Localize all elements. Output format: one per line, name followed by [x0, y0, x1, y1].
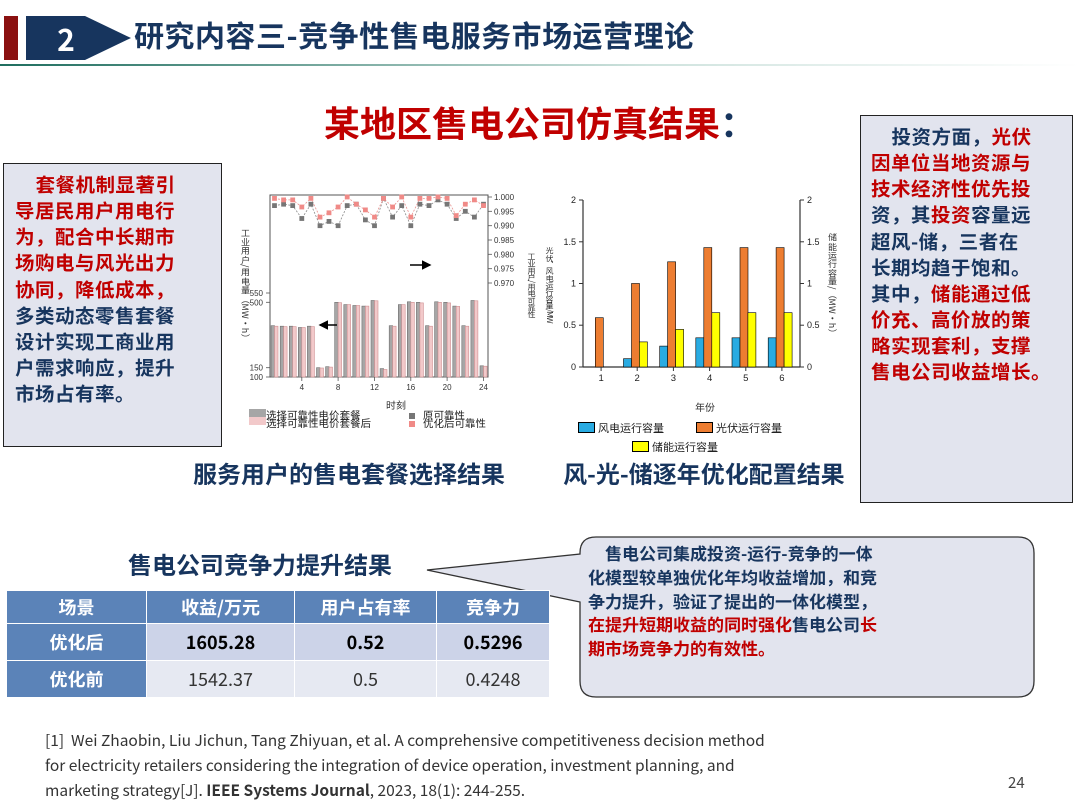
svg-text:0.980: 0.980	[494, 250, 515, 259]
svg-text:8: 8	[336, 383, 341, 392]
svg-text:0.5: 0.5	[807, 320, 820, 330]
svg-text:0: 0	[807, 362, 812, 372]
svg-text:2: 2	[635, 373, 640, 384]
svg-text:2: 2	[807, 195, 812, 205]
svg-text:1: 1	[571, 279, 576, 289]
svg-text:1: 1	[807, 279, 812, 289]
svg-text:2: 2	[571, 195, 576, 205]
svg-text:0.5: 0.5	[563, 320, 576, 330]
svg-text:1: 1	[598, 373, 603, 384]
svg-text:6: 6	[779, 373, 784, 384]
svg-text:1.000: 1.000	[494, 193, 515, 202]
svg-text:0: 0	[571, 362, 576, 372]
svg-text:16: 16	[406, 383, 415, 392]
svg-text:0.970: 0.970	[494, 279, 515, 288]
svg-text:24: 24	[479, 383, 488, 392]
svg-text:1.5: 1.5	[563, 237, 576, 247]
svg-text:12: 12	[370, 383, 379, 392]
svg-text:0.990: 0.990	[494, 222, 515, 231]
svg-text:0.995: 0.995	[494, 207, 515, 216]
svg-text:5: 5	[743, 373, 748, 384]
svg-text:3: 3	[671, 373, 676, 384]
svg-text:20: 20	[443, 383, 452, 392]
svg-text:1.5: 1.5	[807, 237, 820, 247]
svg-text:4: 4	[707, 373, 712, 384]
svg-text:0.975: 0.975	[494, 265, 515, 274]
svg-text:4: 4	[300, 383, 305, 392]
svg-text:0.985: 0.985	[494, 236, 515, 245]
